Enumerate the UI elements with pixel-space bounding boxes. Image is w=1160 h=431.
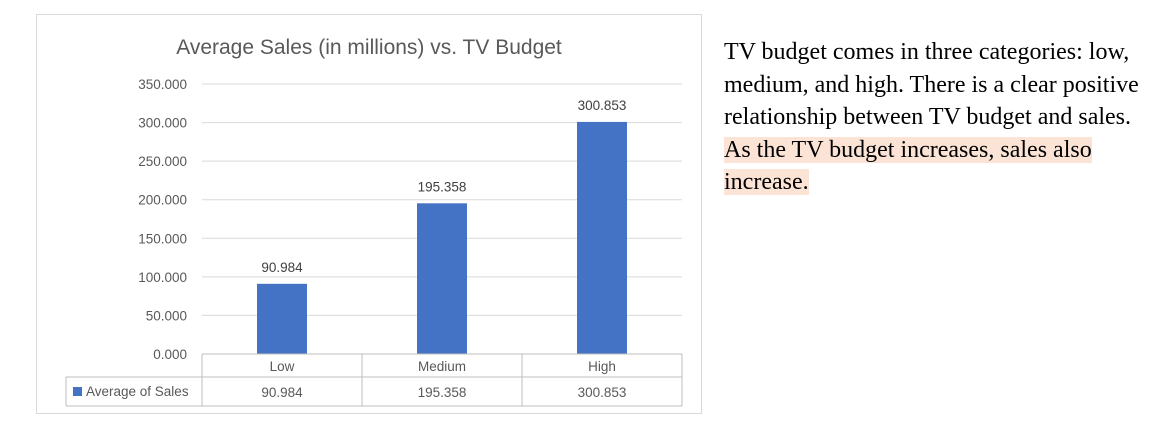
table-value: 90.984 bbox=[261, 385, 303, 400]
data-label: 300.853 bbox=[578, 98, 627, 113]
y-axis-ticks: 0.000 50.000 100.000 150.000 200.000 250.000 3… bbox=[138, 77, 187, 362]
chart-title: Average Sales (in millions) vs. TV Budge… bbox=[176, 36, 562, 59]
y-tick-label: 200.000 bbox=[138, 193, 187, 208]
bar bbox=[417, 203, 467, 354]
highlighted-text: As the TV budget increases, sales also i… bbox=[724, 136, 1092, 195]
y-tick-label: 0.000 bbox=[153, 347, 187, 362]
bar-chart: Average Sales (in millions) vs. TV Budge… bbox=[65, 36, 683, 407]
x-category-label: Medium bbox=[418, 359, 466, 374]
y-tick-label: 50.000 bbox=[146, 308, 187, 323]
data-labels: 90.984 195.358 300.853 bbox=[261, 98, 626, 275]
data-table: Low 90.984 Medium 195.358 High 300.853 Average… bbox=[65, 353, 683, 407]
table-value: 195.358 bbox=[418, 385, 467, 400]
y-tick-label: 100.000 bbox=[138, 270, 187, 285]
description-paragraph: TV budget comes in three categories: low… bbox=[724, 36, 1154, 199]
x-category-label: Low bbox=[270, 359, 295, 374]
x-category-label: High bbox=[588, 359, 616, 374]
legend-label: Average of Sales bbox=[86, 384, 189, 399]
y-tick-label: 150.000 bbox=[138, 231, 187, 246]
table-value: 300.853 bbox=[578, 385, 627, 400]
legend-key bbox=[73, 387, 82, 396]
description-text: TV budget comes in three categories: low… bbox=[724, 39, 1139, 130]
bars bbox=[257, 121, 627, 355]
y-tick-label: 300.000 bbox=[138, 116, 187, 131]
bar bbox=[257, 283, 307, 354]
bar bbox=[577, 121, 627, 355]
data-label: 90.984 bbox=[261, 260, 303, 275]
y-tick-label: 350.000 bbox=[138, 77, 187, 92]
data-label: 195.358 bbox=[418, 179, 467, 194]
y-tick-label: 250.000 bbox=[138, 154, 187, 169]
